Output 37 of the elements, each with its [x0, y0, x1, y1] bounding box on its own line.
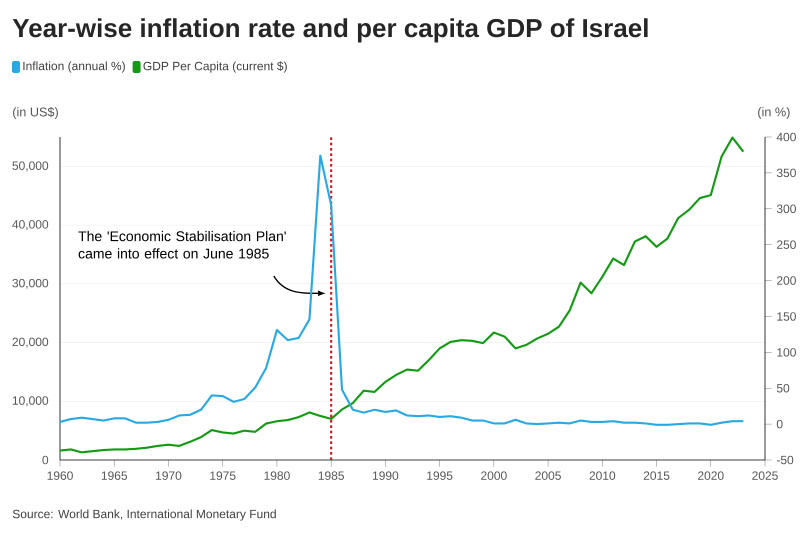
y2-tick-label: -50 [776, 456, 794, 464]
y-tick-label: 20,000 [12, 338, 48, 348]
y2-axis-title: (in %) [758, 107, 790, 119]
x-tick-label: 2000 [481, 471, 507, 480]
y2-tick-label: 250 [776, 240, 796, 249]
y2-tick-label: 50 [776, 384, 790, 392]
y-tick-label: 40,000 [12, 220, 48, 230]
x-tick-label: 1990 [372, 471, 398, 480]
x-tick-label: 2020 [698, 471, 724, 480]
y2-tick-label: 350 [776, 168, 796, 178]
legend-label: Inflation (annual %) [23, 61, 125, 73]
x-tick-label: 2005 [535, 471, 561, 480]
y-tick-label: 30,000 [12, 278, 48, 289]
x-tick-label: 1985 [318, 471, 344, 480]
legend-label: GDP Per Capita (current $) [143, 61, 287, 73]
y2-tick-label: 150 [777, 312, 796, 321]
y-tick-label: 0 [42, 456, 48, 464]
y-tick-label: 10,000 [12, 396, 48, 406]
x-tick-label: 2010 [590, 471, 616, 480]
y2-tick-label: 200 [776, 276, 796, 285]
y2-tick-label: 300 [776, 204, 796, 214]
y2-tick-label: 400 [776, 132, 796, 142]
source-note: Source: World Bank, International Monetary Fund [12, 509, 276, 521]
x-tick-label: 1975 [210, 471, 236, 480]
y-axis-title: (in US$) [13, 106, 58, 119]
x-tick-label: 2025 [752, 471, 778, 480]
x-tick-label: 1965 [102, 471, 128, 480]
y2-tick-label: 0 [776, 420, 783, 428]
chart-title: Year-wise inflation rate and per capita GDP of Israel [12, 18, 648, 42]
y2-tick-label: 100 [777, 348, 796, 357]
x-tick-label: 1995 [427, 471, 452, 480]
y-tick-label: 50,000 [12, 161, 48, 172]
x-tick-label: 2015 [644, 471, 670, 480]
x-tick-label: 1960 [48, 471, 73, 480]
x-tick-label: 1970 [156, 471, 182, 480]
annotation: The 'Economic Stabilisation Plan' came into effect on June 1985 [78, 230, 286, 259]
x-tick-label: 1980 [264, 471, 290, 480]
